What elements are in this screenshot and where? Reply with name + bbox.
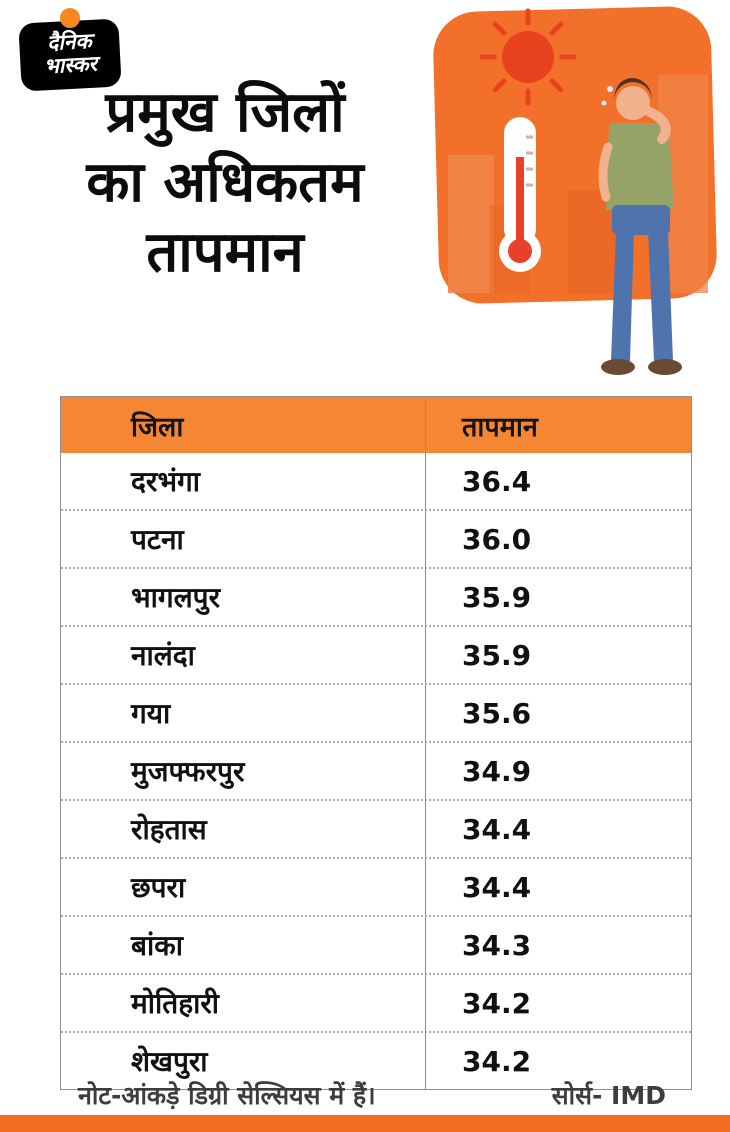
table-row: दरभंगा 36.4 — [61, 453, 691, 509]
temperature-cell: 34.4 — [425, 859, 691, 915]
table-header-row: जिला तापमान — [61, 397, 691, 453]
district-cell: रोहतास — [131, 813, 207, 846]
temperature-cell: 35.9 — [425, 627, 691, 683]
district-cell: मोतिहारी — [131, 987, 220, 1020]
heat-illustration-svg — [433, 6, 717, 375]
page-title: प्रमुख जिलों का अधिकतम तापमान — [12, 78, 438, 288]
table-row: भागलपुर 35.9 — [61, 567, 691, 625]
temperature-cell: 36.4 — [425, 453, 691, 509]
temperature-cell: 34.2 — [425, 1033, 691, 1089]
temperature-cell: 35.6 — [425, 685, 691, 741]
district-cell: बांका — [131, 929, 183, 962]
logo-text: दैनिक भास्कर — [18, 18, 122, 92]
thermometer-icon — [499, 117, 541, 272]
title-line2: का अधिकतम — [86, 150, 364, 215]
logo-dot-icon — [60, 8, 80, 28]
footer: नोट-आंकड़े डिग्री सेल्सियस में हैं। सोर्… — [78, 1078, 666, 1112]
bottom-accent-bar — [0, 1115, 730, 1132]
district-cell: दरभंगा — [131, 465, 201, 498]
temperature-table: जिला तापमान दरभंगा 36.4 पटना 36.0 भागलपु… — [60, 396, 692, 1090]
district-cell: नालंदा — [131, 639, 195, 672]
district-cell: गया — [131, 697, 171, 730]
district-cell: छपरा — [131, 871, 186, 904]
table-row: मोतिहारी 34.2 — [61, 973, 691, 1031]
header-temperature: तापमान — [425, 397, 691, 453]
dainik-bhaskar-logo: दैनिक भास्कर — [18, 8, 122, 92]
heat-illustration — [428, 5, 723, 390]
title-line1: प्रमुख जिलों — [105, 80, 345, 145]
footer-note: नोट-आंकड़े डिग्री सेल्सियस में हैं। — [78, 1081, 376, 1110]
table-row: नालंदा 35.9 — [61, 625, 691, 683]
temperature-cell: 35.9 — [425, 569, 691, 625]
temperature-cell: 36.0 — [425, 511, 691, 567]
temperature-cell: 34.4 — [425, 801, 691, 857]
table-row: पटना 36.0 — [61, 509, 691, 567]
table-row: मुजफ्फरपुर 34.9 — [61, 741, 691, 799]
orange-blob — [433, 6, 717, 304]
table-row: गया 35.6 — [61, 683, 691, 741]
district-cell: पटना — [131, 523, 184, 556]
table-row: शेखपुरा 34.2 — [61, 1031, 691, 1089]
logo-text-line2: भास्कर — [43, 51, 98, 79]
sun-icon — [479, 8, 577, 106]
header-district: जिला — [131, 411, 184, 443]
district-cell: शेखपुरा — [131, 1045, 208, 1078]
temperature-cell: 34.9 — [425, 743, 691, 799]
table-row: बांका 34.3 — [61, 915, 691, 973]
temperature-cell: 34.2 — [425, 975, 691, 1031]
sweating-man-icon — [598, 77, 682, 375]
title-line3: तापमान — [146, 220, 304, 285]
footer-source: सोर्स- IMD — [551, 1081, 666, 1110]
district-cell: मुजफ्फरपुर — [131, 755, 245, 788]
table-row: रोहतास 34.4 — [61, 799, 691, 857]
district-cell: भागलपुर — [131, 581, 221, 614]
table-row: छपरा 34.4 — [61, 857, 691, 915]
temperature-cell: 34.3 — [425, 917, 691, 973]
